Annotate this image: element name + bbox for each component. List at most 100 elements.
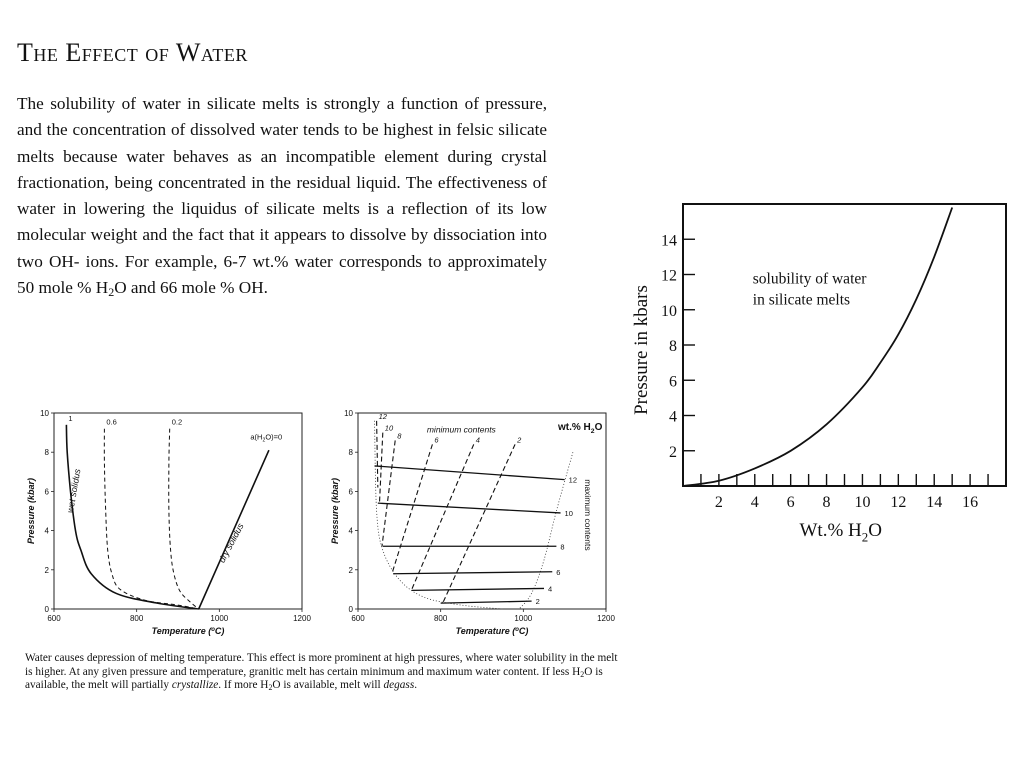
isopleth-label: 6 — [434, 435, 439, 444]
plot-frame — [357, 412, 607, 610]
plot-frame — [53, 412, 303, 610]
x-tick-label: 1000 — [514, 614, 532, 623]
isopleth-label: 2 — [516, 435, 522, 444]
caption-run: . If more H — [218, 679, 269, 692]
legend-title: wt.% H2O — [557, 422, 603, 435]
caption-run: Water causes depression of melting tempe… — [25, 652, 618, 678]
isopleth-line — [391, 444, 433, 574]
y-tick-label: 4 — [45, 527, 50, 536]
caption-run: O is available, the melt will partially — [25, 665, 603, 692]
isopleth-label: 12 — [379, 412, 388, 421]
isobar-label: 4 — [548, 584, 552, 593]
solubility-chart: 2 4 6 8 10 12 14 2 4 6 8 10 12 14 16 solubility of wate… — [631, 203, 1007, 545]
x-tick-label: 1000 — [210, 614, 228, 623]
y-tick-label: 6 — [669, 373, 677, 390]
y-tick-label: 2 — [669, 444, 677, 461]
y-tick-label: 8 — [45, 448, 50, 457]
x-tick-label: 6 — [787, 494, 795, 511]
x-tick-label: 14 — [926, 494, 942, 511]
series-line — [103, 428, 199, 610]
x-tick-label: 16 — [962, 494, 978, 511]
x-tick-label: 600 — [47, 614, 61, 623]
y-tick-label: 4 — [349, 527, 354, 536]
y-tick-label: 8 — [349, 448, 354, 457]
figure-solidus-chart: 0 2 4 6 8 10 600 800 1000 1200 Temperature (oC) Pre… — [24, 405, 314, 640]
series-line — [168, 428, 200, 610]
chart-annotation: maximum contents — [583, 479, 593, 550]
y-tick-label: 2 — [349, 566, 354, 575]
y-axis-label: Pressure (kbar) — [26, 478, 36, 544]
series-label: 0.2 — [172, 418, 182, 427]
x-axis-label: Wt.% H2O — [800, 520, 882, 545]
caption-run: crystallize — [171, 679, 219, 692]
isobar-line — [411, 587, 545, 592]
y-tick-label: 14 — [661, 232, 677, 249]
chart-annotation: solubility of water — [753, 270, 867, 287]
figure-caption: Water causes depression of melting tempe… — [25, 652, 625, 693]
y-tick-label: 0 — [45, 605, 50, 614]
caption-run: 2 — [268, 683, 273, 693]
figure-solubility-chart: 2 4 6 8 10 12 14 2 4 6 8 10 12 14 16 solubility of wate… — [625, 195, 1015, 545]
isopleth-label: 8 — [397, 431, 402, 440]
isobar-label: 6 — [556, 568, 560, 577]
series-line — [65, 424, 199, 610]
minimum-contents-boundary — [374, 420, 503, 610]
isopleth-label: 10 — [385, 424, 394, 433]
y-tick-label: 0 — [349, 605, 354, 614]
series-label: a(H2O)=0 — [250, 432, 282, 443]
slide-title: The Effect of Water — [17, 38, 248, 67]
x-tick-label: 800 — [130, 614, 144, 623]
series-line — [197, 449, 270, 610]
isopleth-line — [378, 432, 384, 504]
x-tick-label: 1200 — [597, 614, 615, 623]
x-axis-label: Temperature (oC) — [456, 626, 529, 636]
y-tick-label: 6 — [349, 487, 354, 496]
isopleth-line — [442, 444, 516, 604]
x-tick-label: 4 — [751, 494, 759, 511]
series-label: 0.6 — [106, 418, 116, 427]
y-tick-label: 6 — [45, 487, 50, 496]
x-tick-label: 12 — [890, 494, 906, 511]
body-run: O and 66 mole % OH. — [114, 278, 268, 298]
caption-run: 2 — [580, 669, 585, 679]
isobar-line — [393, 571, 553, 575]
y-tick-label: 10 — [661, 303, 677, 320]
isobar-label: 8 — [560, 542, 564, 551]
caption-run: . — [414, 679, 418, 692]
isopleth-label: 4 — [476, 435, 480, 444]
isopleth-line — [376, 420, 379, 488]
x-tick-label: 1200 — [293, 614, 311, 623]
x-tick-label: 2 — [715, 494, 723, 511]
chart-annotation: minimum contents — [427, 425, 497, 435]
isobar-label: 10 — [565, 509, 573, 518]
isobar-line — [440, 600, 532, 604]
figure-water-contents-chart: 0 2 4 6 8 10 600 800 1000 1200 Temperature (oC) Pre… — [328, 405, 620, 640]
y-tick-label: 12 — [661, 268, 677, 285]
isopleth-line — [381, 440, 396, 547]
y-tick-label: 4 — [669, 409, 677, 426]
y-tick-label: 10 — [40, 409, 49, 418]
body-run: 2 — [108, 285, 115, 300]
y-axis-label: Pressure (kbar) — [330, 478, 340, 544]
isobar-line — [377, 502, 561, 514]
chart-annotation: in silicate melts — [753, 291, 850, 308]
series-label: 1 — [68, 414, 72, 423]
chart-annotation: dry solidus — [217, 521, 246, 564]
solubility-curve — [682, 207, 954, 487]
body-run: The solubility of water in silicate melt… — [17, 94, 547, 298]
y-tick-label: 8 — [669, 338, 677, 355]
body-paragraph: The solubility of water in silicate melt… — [17, 91, 547, 301]
caption-run: degass — [383, 679, 415, 692]
caption-run: O is available, melt will — [272, 679, 384, 692]
x-tick-label: 800 — [434, 614, 448, 623]
x-tick-label: 600 — [351, 614, 365, 623]
y-tick-label: 10 — [344, 409, 353, 418]
x-axis-label: Temperature (oC) — [152, 626, 225, 636]
maximum-contents-boundary — [518, 452, 574, 610]
y-axis-label: Pressure in kbars — [631, 285, 652, 415]
isobar-line — [374, 465, 565, 481]
y-tick-label: 2 — [45, 566, 50, 575]
isopleth-line — [410, 444, 475, 592]
x-tick-label: 8 — [823, 494, 831, 511]
